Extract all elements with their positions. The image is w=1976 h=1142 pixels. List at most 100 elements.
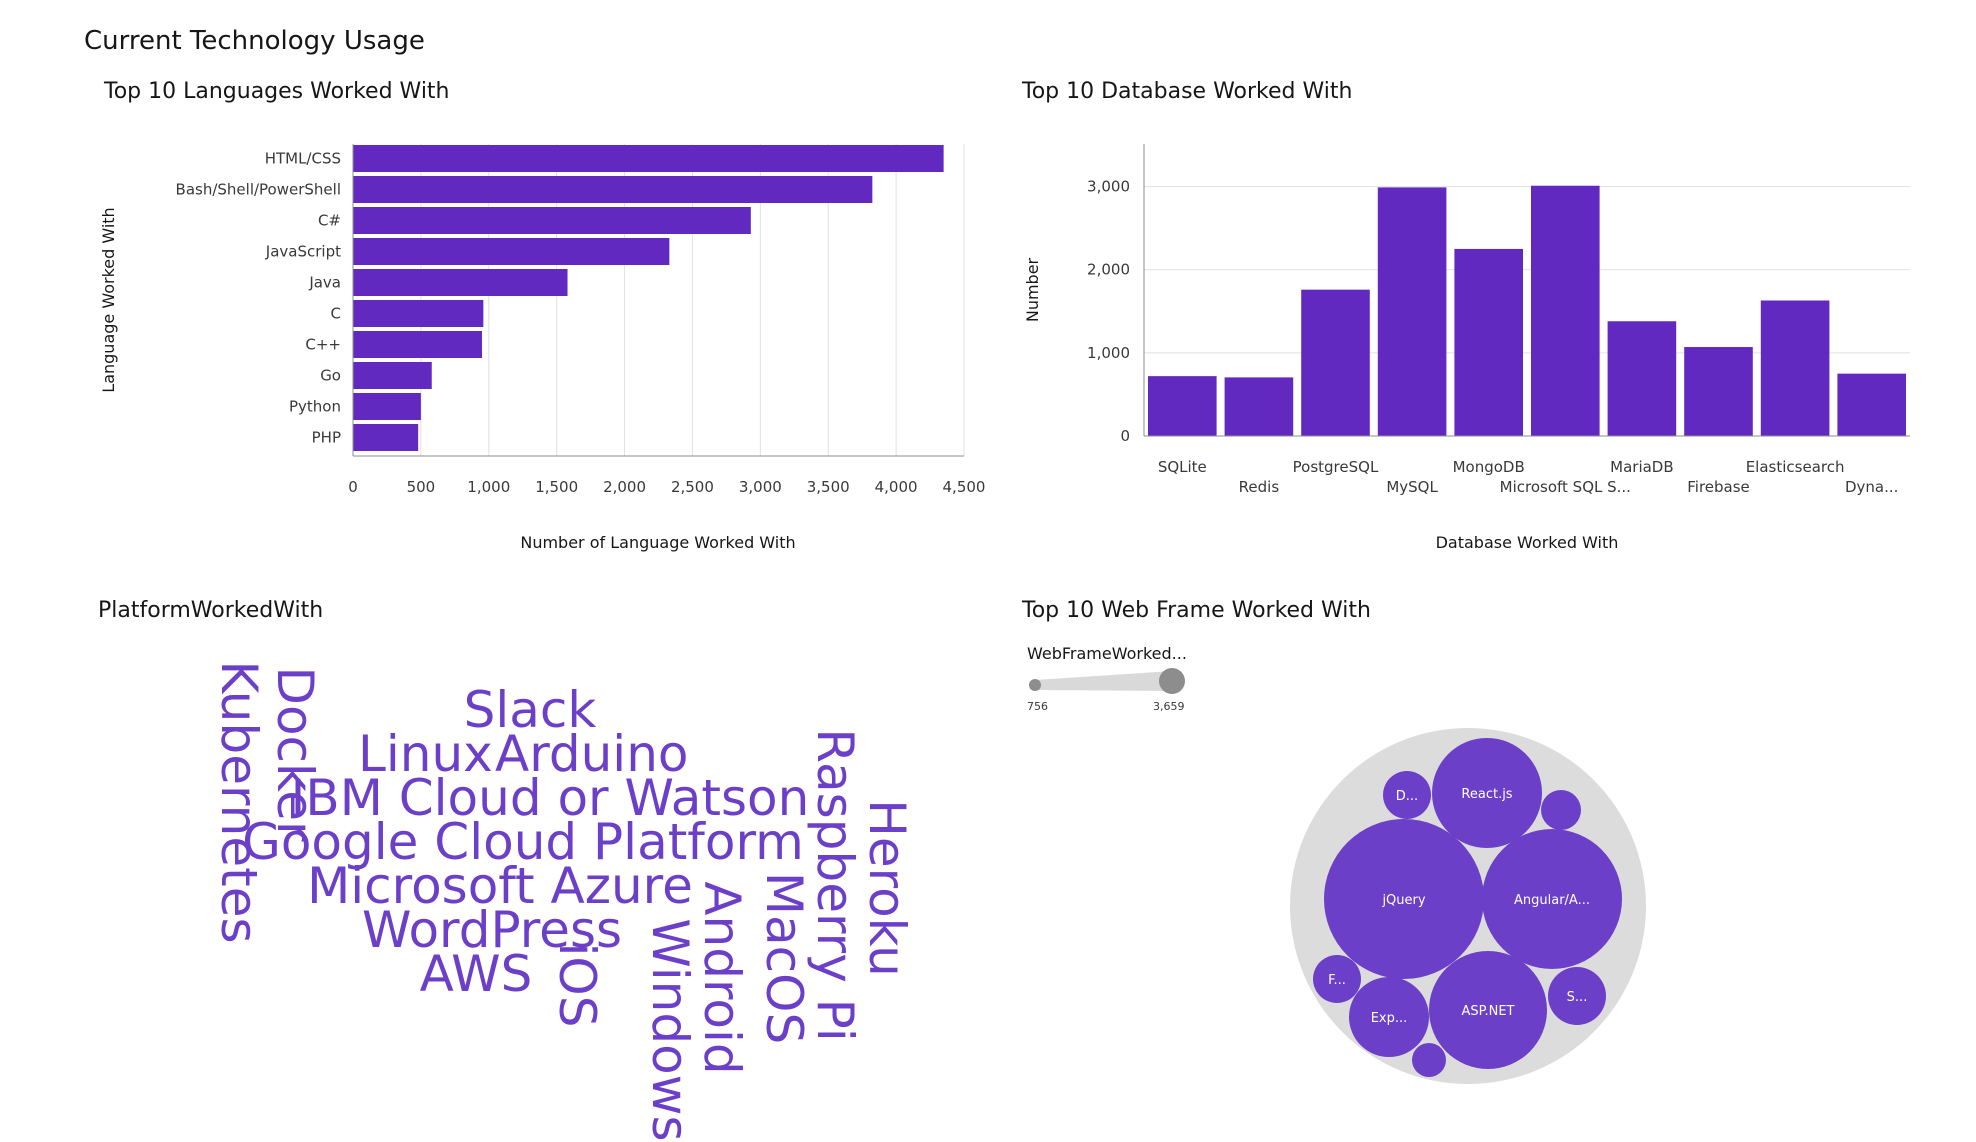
languages-bar[interactable] [353, 176, 873, 203]
database-bar[interactable] [1224, 377, 1294, 436]
languages-category-label: Python [289, 398, 341, 416]
languages-bar[interactable] [353, 300, 484, 327]
database-y-tick: 0 [1120, 427, 1130, 445]
languages-x-tick: 2,500 [671, 478, 714, 496]
word-raspberry-pi: Raspberry Pi [806, 728, 864, 1041]
database-bar[interactable] [1531, 185, 1600, 436]
languages-x-tick: 1,500 [535, 478, 578, 496]
size-legend-title: WebFrameWorked... [1027, 644, 1187, 663]
bubble-label-react: React.js [1461, 787, 1512, 802]
languages-y-axis-title: Language Worked With [99, 207, 118, 392]
dashboard-title: Current Technology Usage [84, 26, 425, 56]
languages-bar[interactable] [353, 207, 751, 234]
languages-bar[interactable] [353, 362, 432, 389]
bubble-small-top[interactable] [1541, 790, 1581, 830]
bubble-label-f: F... [1328, 973, 1346, 988]
bubble-exp[interactable] [1349, 977, 1429, 1057]
bubble-d[interactable] [1383, 771, 1431, 819]
languages-x-tick: 3,500 [807, 478, 850, 496]
database-bar-chart: SQLite Redis PostgreSQL MySQL MongoDB Microso… [1023, 144, 1910, 552]
database-bar[interactable] [1607, 321, 1677, 436]
bubble-f[interactable] [1313, 955, 1361, 1003]
languages-category-label: HTML/CSS [265, 150, 341, 168]
word-android: Android [693, 881, 751, 1074]
word-wordpress: WordPress [362, 901, 622, 959]
word-google-cloud: Google Cloud Platform [242, 813, 804, 871]
bubble-label-d: D... [1396, 789, 1418, 804]
database-category-label: Elasticsearch [1746, 458, 1845, 476]
bubble-label-s: S... [1567, 990, 1588, 1005]
bubble-label-jquery: jQuery [1381, 893, 1425, 908]
database-y-tick: 1,000 [1087, 344, 1130, 362]
languages-bar[interactable] [353, 269, 568, 296]
languages-bar-chart: HTML/CSS Bash/Shell/PowerShell C# JavaScrip… [99, 144, 986, 552]
database-category-label: MongoDB [1453, 458, 1525, 476]
word-ios: iOS [548, 943, 606, 1028]
word-windows: Windows [641, 918, 699, 1141]
size-legend-max: 3,659 [1153, 700, 1185, 713]
languages-category-label: PHP [312, 429, 341, 447]
languages-bar[interactable] [353, 393, 421, 420]
word-aws: AWS [420, 945, 533, 1003]
database-bar[interactable] [1837, 373, 1906, 436]
database-bar[interactable] [1148, 376, 1217, 436]
word-linux: Linux [358, 725, 493, 783]
languages-bar[interactable] [353, 145, 944, 172]
database-bar[interactable] [1760, 300, 1830, 436]
database-bar[interactable] [1377, 187, 1447, 436]
word-docker: Docker [266, 666, 324, 842]
database-bar[interactable] [1454, 248, 1523, 436]
database-bar[interactable] [1684, 347, 1753, 436]
bubble-label-angular: Angular/A... [1514, 893, 1590, 908]
database-category-label: SQLite [1158, 458, 1207, 476]
languages-bar[interactable] [353, 238, 670, 265]
word-slack: Slack [464, 681, 597, 739]
bubble-s[interactable] [1548, 967, 1606, 1025]
languages-x-tick: 4,500 [943, 478, 986, 496]
database-category-label: Redis [1239, 478, 1280, 496]
database-x-axis-title: Database Worked With [1436, 533, 1619, 552]
languages-x-tick: 3,000 [739, 478, 782, 496]
bubble-react[interactable] [1432, 738, 1542, 848]
languages-category-label: Java [308, 274, 341, 292]
database-bar[interactable] [1301, 289, 1370, 436]
database-y-axis-title: Number [1023, 257, 1042, 322]
languages-category-label: JavaScript [265, 243, 341, 261]
languages-x-axis-title: Number of Language Worked With [520, 533, 795, 552]
languages-x-tick: 500 [407, 478, 436, 496]
bubble-label-aspnet: ASP.NET [1462, 1004, 1515, 1019]
bubble-aspnet[interactable] [1429, 951, 1547, 1069]
languages-category-label: Go [320, 367, 341, 385]
word-heroku: Heroku [858, 799, 916, 977]
languages-chart-title: Top 10 Languages Worked With [104, 79, 450, 104]
webframe-chart-title: Top 10 Web Frame Worked With [1022, 598, 1371, 623]
database-category-label: Microsoft SQL S... [1500, 478, 1631, 496]
bubble-small-bottom[interactable] [1412, 1043, 1446, 1077]
languages-bar[interactable] [353, 424, 419, 451]
word-macos: MacOS [755, 872, 813, 1044]
languages-x-tick: 1,000 [467, 478, 510, 496]
languages-x-tick: 2,000 [603, 478, 646, 496]
size-legend-min: 756 [1027, 700, 1048, 713]
word-kubernetes: Kubernetes [210, 660, 268, 943]
languages-x-tick: 0 [348, 478, 358, 496]
word-ibm-cloud: IBM Cloud or Watson [291, 769, 810, 827]
database-category-label: PostgreSQL [1293, 458, 1379, 476]
platform-word-cloud: Slack Linux Arduino IBM Cloud or Watson … [210, 660, 916, 1141]
database-category-label: MySQL [1386, 478, 1438, 496]
bubble-jquery[interactable] [1324, 819, 1484, 979]
database-category-label: Firebase [1687, 478, 1750, 496]
bubble-label-exp: Exp... [1371, 1011, 1408, 1026]
languages-x-tick: 4,000 [875, 478, 918, 496]
database-category-label: MariaDB [1610, 458, 1674, 476]
database-category-label: Dyna... [1845, 478, 1898, 496]
word-microsoft-azure: Microsoft Azure [307, 857, 693, 915]
bubble-angular[interactable] [1482, 829, 1622, 969]
word-arduino: Arduino [495, 725, 688, 783]
languages-category-label: Bash/Shell/PowerShell [176, 181, 341, 199]
platform-chart-title: PlatformWorkedWith [98, 598, 324, 623]
languages-category-label: C# [318, 212, 341, 230]
size-legend: WebFrameWorked... 756 3,659 [1027, 644, 1187, 713]
languages-bar[interactable] [353, 331, 482, 358]
